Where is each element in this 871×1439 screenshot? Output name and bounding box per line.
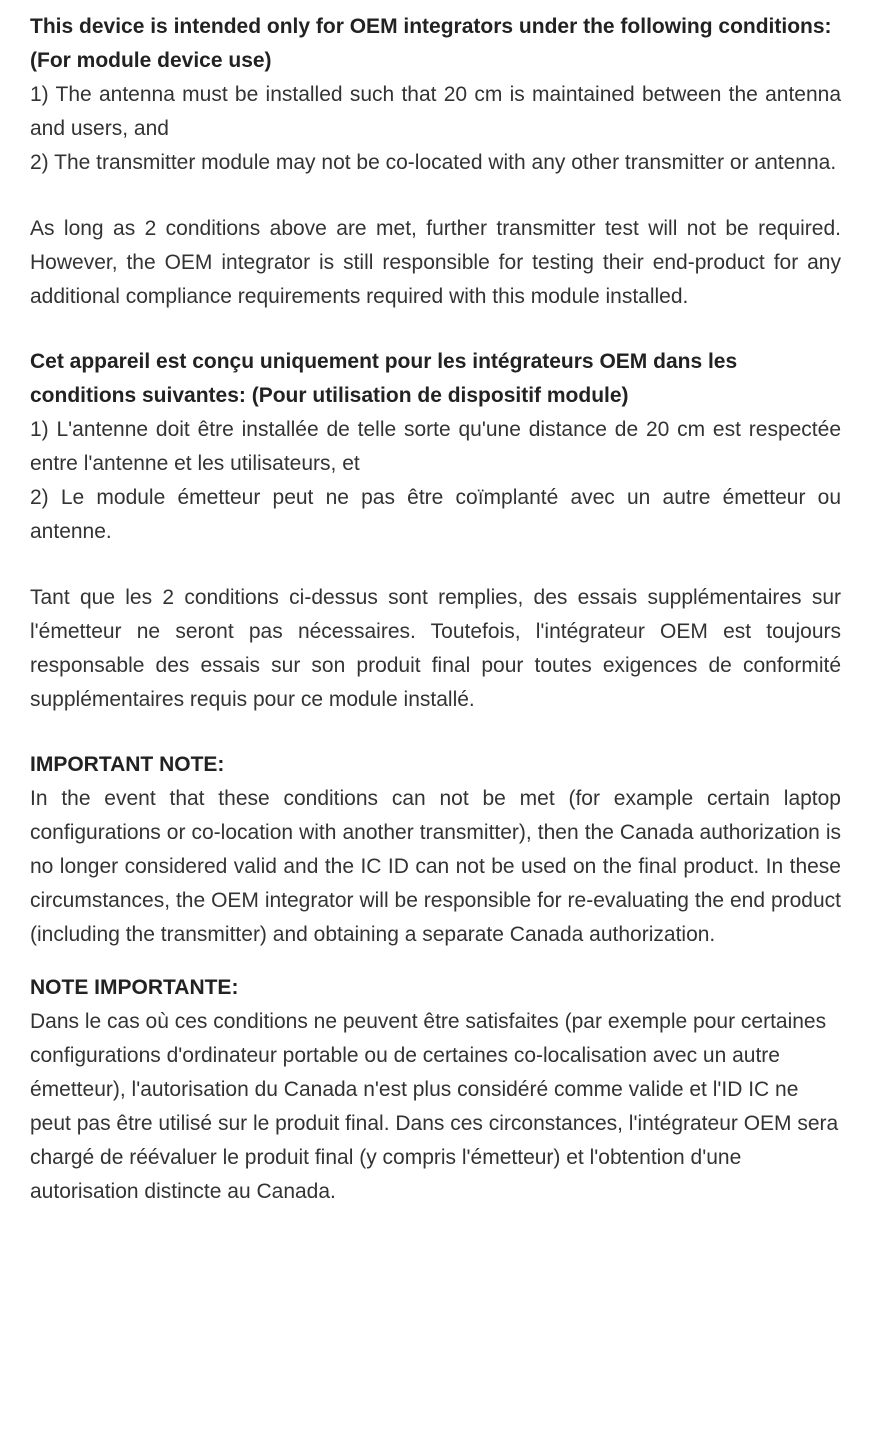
fr-important-note-heading: NOTE IMPORTANTE: (30, 971, 841, 1005)
fr-heading: Cet appareil est conçu uniquement pour l… (30, 345, 841, 413)
en-heading-line1: This device is intended only for OEM int… (30, 10, 841, 44)
fr-condition-2: 2) Le module émetteur peut ne pas être c… (30, 481, 841, 549)
en-condition-1: 1) The antenna must be installed such th… (30, 78, 841, 146)
en-paragraph-compliance: As long as 2 conditions above are met, f… (30, 212, 841, 314)
en-heading-line2: (For module device use) (30, 44, 841, 78)
spacer (30, 952, 841, 971)
spacer (30, 180, 841, 212)
fr-condition-1: 1) L'antenne doit être installée de tell… (30, 413, 841, 481)
fr-important-note-body: Dans le cas où ces conditions ne peuvent… (30, 1005, 841, 1209)
en-important-note-heading: IMPORTANT NOTE: (30, 748, 841, 782)
spacer (30, 549, 841, 581)
en-condition-2: 2) The transmitter module may not be co-… (30, 146, 841, 180)
spacer (30, 314, 841, 346)
en-important-note-body: In the event that these conditions can n… (30, 782, 841, 952)
fr-paragraph-compliance: Tant que les 2 conditions ci-dessus sont… (30, 581, 841, 717)
spacer (30, 717, 841, 749)
